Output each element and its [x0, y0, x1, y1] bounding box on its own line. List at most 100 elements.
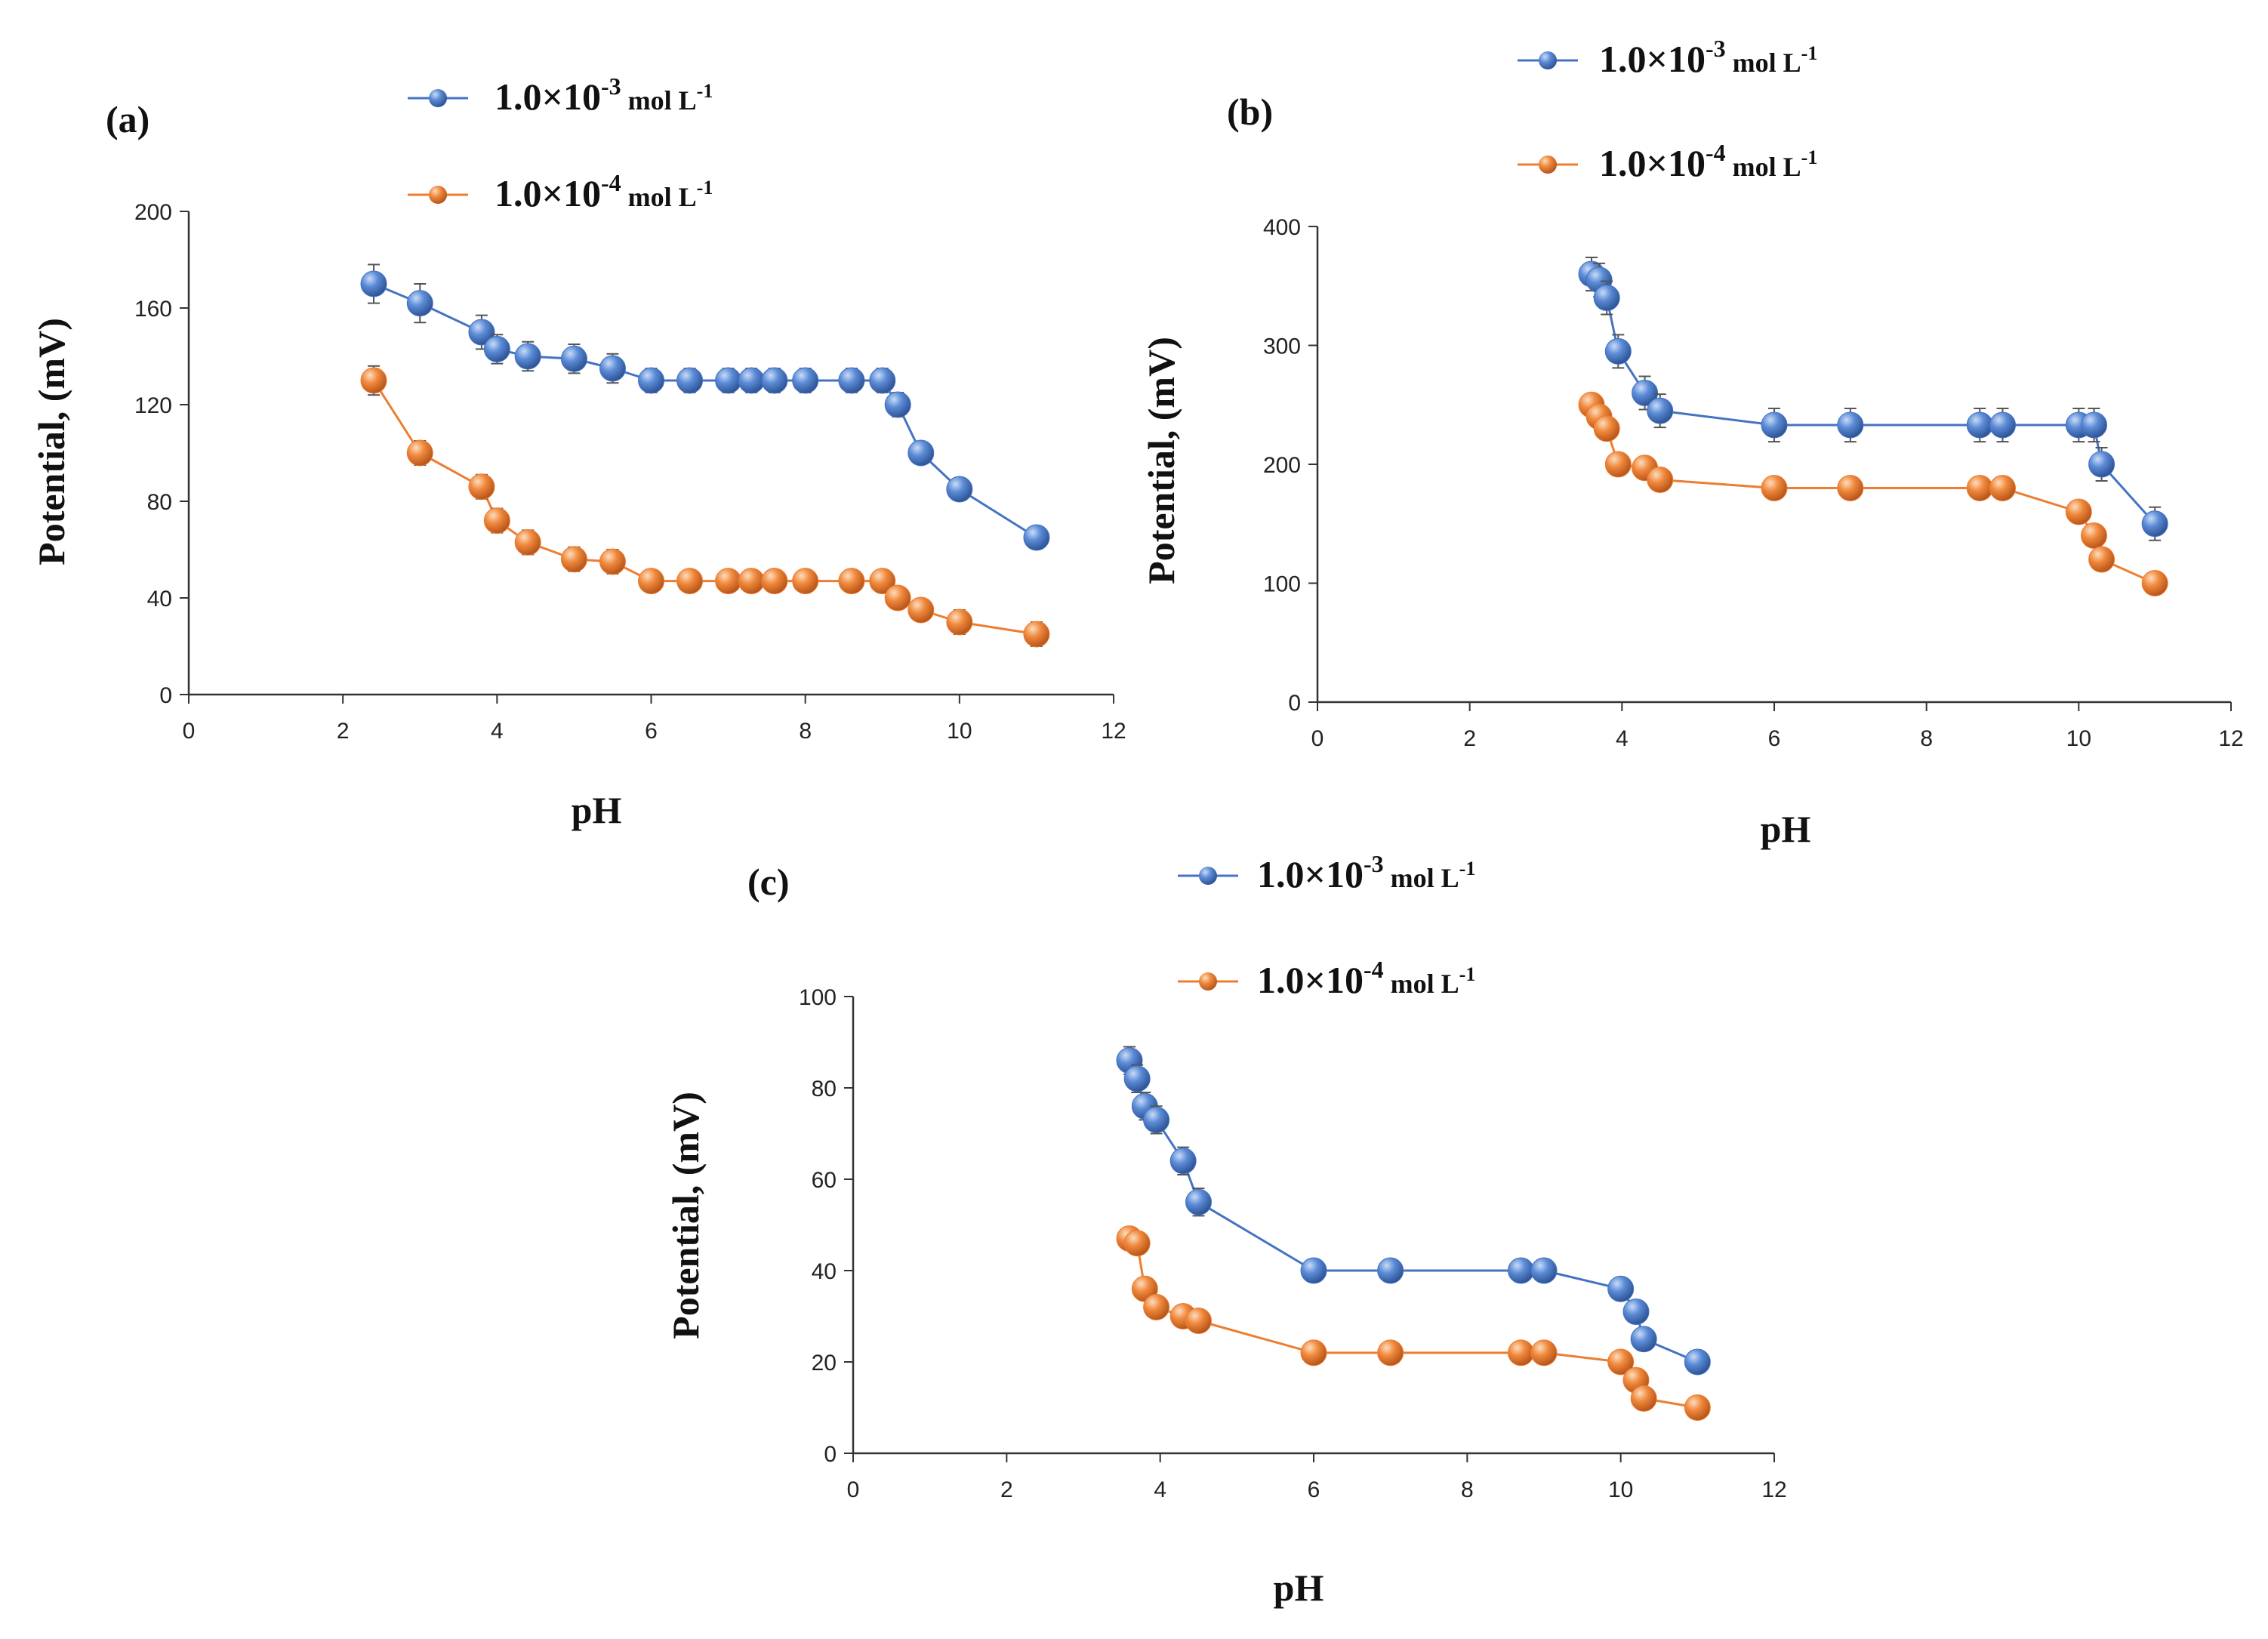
legend-b-unitexp-1: -1	[1801, 42, 1818, 64]
data-point-a-2	[715, 568, 742, 595]
data-point-c-1	[1630, 1326, 1657, 1353]
data-point-b-1	[1593, 285, 1620, 311]
panel-b-label: (b)	[1227, 91, 1273, 133]
data-point-c-2	[1508, 1339, 1534, 1366]
legend-a-label-1: 1.0×10-3 mol L-1	[495, 72, 713, 118]
data-point-c-1	[1169, 1148, 1197, 1175]
legend-b-item-2[interactable]: 1.0×10-4 mol L-1	[1518, 139, 1817, 184]
data-point-c-2	[1530, 1339, 1558, 1366]
legend-c-unitexp-2: -1	[1459, 963, 1476, 985]
data-point-b-1	[1647, 397, 1674, 424]
data-point-a-1	[468, 319, 495, 346]
y-tick-label-c: 40	[812, 1259, 837, 1284]
data-point-b-1	[1837, 411, 1864, 439]
legend-c-marker-2	[1199, 972, 1217, 990]
data-point-c-2	[1630, 1385, 1657, 1412]
legend-b-base-2: 1.0×10	[1599, 142, 1706, 184]
legend-c-base-2: 1.0×10	[1257, 959, 1364, 1001]
data-point-a-2	[406, 439, 433, 467]
legend-a-item-1[interactable]: 1.0×10-3 mol L-1	[408, 72, 713, 118]
x-tick-label-c: 10	[1608, 1477, 1633, 1502]
data-point-a-2	[869, 568, 896, 595]
y-tick-label-c: 100	[799, 985, 837, 1010]
x-tick-label-a: 12	[1101, 719, 1126, 744]
data-point-b-1	[1604, 337, 1632, 365]
legend-c-base-1: 1.0×10	[1257, 853, 1364, 895]
legend-b-base-1: 1.0×10	[1599, 38, 1706, 80]
x-tick-label-c: 12	[1761, 1477, 1786, 1502]
ylabel-c: Potential, (mV)	[664, 1092, 707, 1339]
x-tick-label-a: 0	[183, 719, 196, 744]
data-point-b-2	[2065, 498, 2092, 525]
data-point-a-2	[560, 546, 587, 573]
xlabel-b: pH	[1761, 808, 1811, 850]
legend-a-exp-2: -4	[601, 169, 621, 196]
y-tick-label-b: 0	[1288, 691, 1301, 716]
y-tick-label-b: 300	[1263, 334, 1301, 359]
legend-b: 1.0×10-3 mol L-1 1.0×10-4 mol L-1	[1518, 35, 1817, 184]
legend-a-item-2[interactable]: 1.0×10-4 mol L-1	[408, 169, 713, 214]
legend-c-label-2: 1.0×10-4 mol L-1	[1257, 956, 1475, 1001]
data-point-a-1	[560, 345, 587, 372]
data-point-a-1	[360, 270, 387, 297]
data-point-a-2	[676, 568, 704, 595]
data-point-a-2	[483, 507, 510, 535]
x-tick-label-b: 12	[2218, 726, 2243, 751]
data-point-a-2	[360, 367, 387, 394]
data-point-a-2	[908, 596, 935, 624]
data-point-a-1	[406, 290, 433, 317]
data-point-a-2	[884, 584, 911, 612]
legend-b-unitexp-2: -1	[1801, 146, 1818, 168]
data-point-c-1	[1607, 1275, 1635, 1302]
x-tick-label-b: 6	[1768, 726, 1781, 751]
data-point-b-1	[2141, 510, 2168, 538]
legend-b-exp-1: -3	[1706, 35, 1726, 62]
legend-a-exp-1: -3	[601, 72, 621, 100]
legend-c-marker-1	[1199, 867, 1217, 885]
legend-a-marker-1	[429, 89, 447, 107]
legend-b-item-1[interactable]: 1.0×10-3 mol L-1	[1518, 35, 1817, 80]
y-tick-label-c: 0	[824, 1442, 837, 1467]
legend-c-item-1[interactable]: 1.0×10-3 mol L-1	[1178, 850, 1475, 895]
legend-a-marker-2	[429, 186, 447, 204]
y-tick-label-b: 100	[1263, 572, 1301, 597]
data-point-a-1	[761, 367, 788, 394]
y-tick-label-b: 400	[1263, 215, 1301, 240]
legend-a-unit-1: mol L	[621, 85, 697, 116]
data-point-a-2	[792, 568, 819, 595]
data-point-c-2	[1684, 1394, 1711, 1421]
y-tick-label-a: 40	[147, 587, 172, 612]
legend-a-base-2: 1.0×10	[495, 172, 601, 214]
legend-b-unit-2: mol L	[1726, 152, 1801, 182]
y-tick-label-b: 200	[1263, 453, 1301, 478]
data-point-b-1	[2088, 451, 2115, 478]
legend-c-item-2[interactable]: 1.0×10-4 mol L-1	[1178, 956, 1475, 1001]
series-line-c-1	[1128, 1060, 1698, 1363]
data-point-c-1	[1185, 1188, 1212, 1215]
data-point-c-1	[1377, 1257, 1404, 1284]
data-point-a-1	[676, 367, 704, 394]
data-point-a-1	[1023, 524, 1050, 551]
data-point-b-2	[2081, 522, 2107, 549]
legend-c-exp-1: -3	[1364, 850, 1384, 877]
y-tick-label-a: 80	[147, 490, 172, 515]
legend-b-exp-2: -4	[1706, 139, 1726, 166]
y-tick-label-a: 200	[134, 200, 172, 225]
panel-c-label: (c)	[747, 861, 790, 903]
data-point-a-1	[792, 367, 819, 394]
x-tick-label-b: 2	[1463, 726, 1476, 751]
x-tick-label-b: 4	[1616, 726, 1629, 751]
data-point-a-1	[869, 367, 896, 394]
y-tick-label-c: 80	[812, 1077, 837, 1101]
legend-c-unitexp-1: -1	[1459, 858, 1476, 880]
panel-a-label: (a)	[106, 98, 149, 140]
x-tick-label-b: 10	[2066, 726, 2091, 751]
data-point-a-1	[638, 367, 664, 394]
data-point-b-2	[1647, 466, 1674, 493]
legend-b-unit-1: mol L	[1726, 48, 1801, 78]
data-point-b-1	[1989, 411, 2016, 439]
x-tick-label-a: 2	[337, 719, 350, 744]
